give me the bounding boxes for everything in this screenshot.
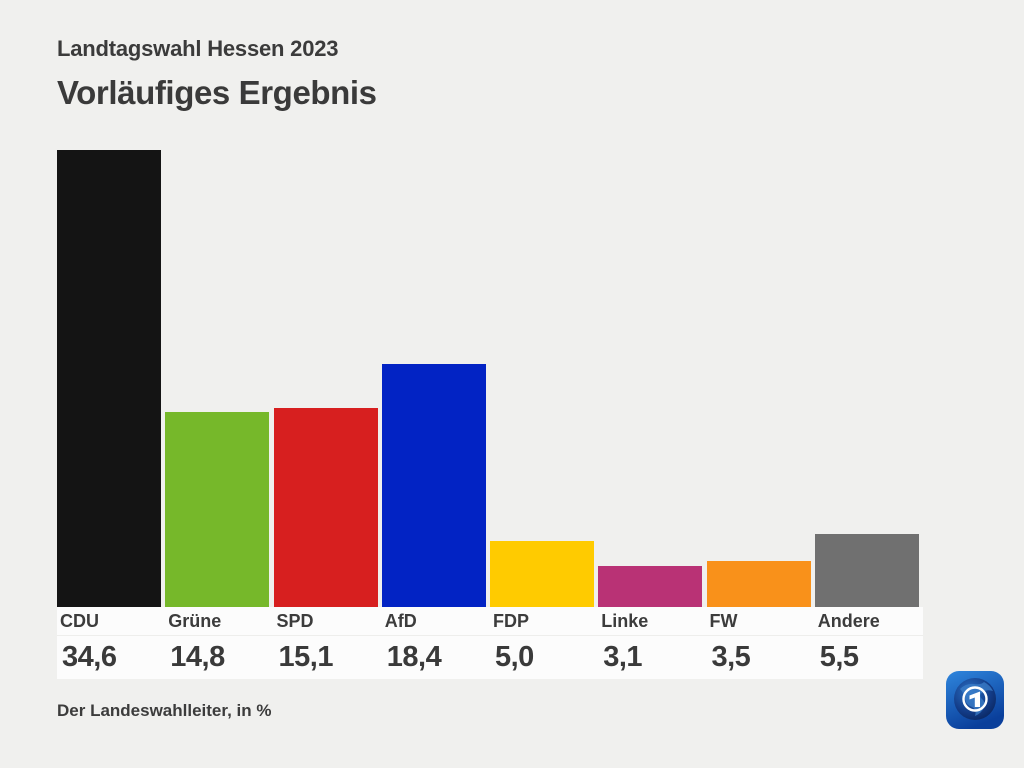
party-value-andere: 5,5: [819, 641, 859, 673]
party-label-fdp: FDP: [493, 610, 529, 631]
chart-title: Vorläufiges Ergebnis: [57, 74, 377, 111]
party-values-row: 34,6 14,8 15,1 18,4 5,0 3,1 3,5 5,5: [57, 636, 923, 679]
party-value-spd: 15,1: [278, 641, 334, 673]
party-label-andere: Andere: [817, 610, 880, 631]
party-value-gruene: 14,8: [170, 641, 225, 673]
bar-column-spd: [273, 150, 382, 607]
bar-column-andere: [814, 150, 923, 607]
bar-column-cdu: [57, 150, 165, 607]
party-label-cdu: CDU: [60, 610, 99, 631]
bar-afd: [381, 363, 486, 607]
party-names-row: CDU Grüne SPD AfD FDP Linke FW Andere: [57, 607, 923, 636]
bar-column-afd: [381, 150, 490, 607]
bars-area: [57, 150, 923, 607]
bar-cdu: [57, 150, 161, 607]
bar-gruene: [165, 411, 270, 607]
party-value-fw: 3,5: [711, 641, 751, 673]
bar-linke: [598, 566, 703, 607]
party-label-linke: Linke: [601, 610, 649, 631]
bar-column-gruene: [165, 150, 273, 607]
bar-andere: [814, 534, 919, 607]
party-label-afd: AfD: [384, 610, 417, 631]
chart-kicker: Landtagswahl Hessen 2023: [57, 36, 339, 61]
party-label-gruene: Grüne: [168, 610, 222, 631]
party-label-spd: SPD: [276, 610, 314, 631]
party-label-fw: FW: [709, 610, 738, 631]
ard-tagesschau-logo-icon: [946, 671, 1004, 729]
bar-spd: [273, 407, 378, 607]
bar-column-fdp: [490, 150, 598, 607]
source-note: Der Landeswahlleiter, in %: [57, 701, 272, 720]
party-value-cdu: 34,6: [62, 641, 117, 673]
label-band: CDU Grüne SPD AfD FDP Linke FW Andere 34,6 14,8 1…: [57, 607, 923, 679]
bar-chart: CDU Grüne SPD AfD FDP Linke FW Andere 34,6 14,8 1…: [57, 150, 923, 679]
bar-fw: [706, 560, 811, 607]
party-value-afd: 18,4: [386, 641, 442, 673]
party-value-linke: 3,1: [603, 641, 643, 673]
bar-column-fw: [706, 150, 815, 607]
party-value-fdp: 5,0: [495, 641, 534, 673]
bar-column-linke: [598, 150, 706, 607]
bar-fdp: [490, 540, 594, 607]
